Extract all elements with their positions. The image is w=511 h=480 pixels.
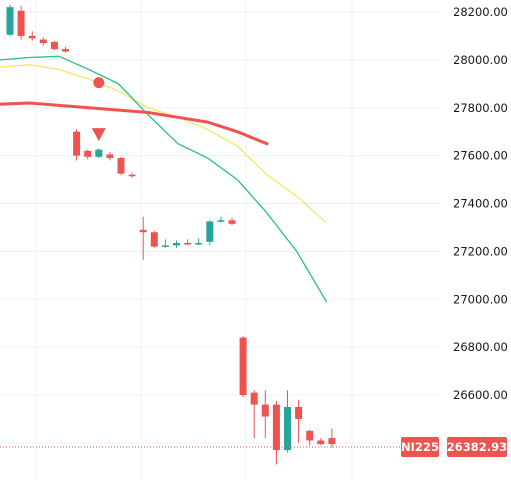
candle-body xyxy=(106,154,114,159)
candle xyxy=(295,399,303,443)
y-tick-label: 28200.00 xyxy=(453,5,508,19)
y-tick-label: 27600.00 xyxy=(453,149,508,163)
grid xyxy=(0,0,440,480)
candle xyxy=(139,216,147,260)
price-badge-bg xyxy=(447,436,507,457)
y-tick-label: 27800.00 xyxy=(453,101,508,115)
candle-body xyxy=(284,406,291,451)
candle-body xyxy=(261,404,269,417)
candle-body xyxy=(117,158,125,174)
candle xyxy=(28,31,36,41)
moving-average-lines xyxy=(0,55,328,303)
candle-body xyxy=(150,232,158,247)
candle-body xyxy=(184,242,192,245)
candle xyxy=(117,156,125,175)
series-line-1 xyxy=(0,55,328,303)
candles xyxy=(6,4,336,465)
candle-body xyxy=(239,337,247,395)
y-tick-label: 27000.00 xyxy=(453,292,508,306)
candle-body xyxy=(206,221,214,242)
candle xyxy=(173,240,180,248)
last-price-label: 26382.93 xyxy=(447,440,507,454)
signal-markers xyxy=(91,77,106,142)
candle xyxy=(73,129,81,161)
candle-body xyxy=(306,430,314,441)
candle-body xyxy=(95,149,103,157)
candle xyxy=(84,149,92,160)
candle xyxy=(50,40,58,51)
candle xyxy=(17,6,25,40)
candle xyxy=(328,428,336,448)
candle xyxy=(306,429,314,446)
candle xyxy=(184,239,192,246)
symbol-badge: NI225 xyxy=(401,436,439,457)
candle xyxy=(206,220,214,246)
candle xyxy=(6,4,14,36)
candle-body xyxy=(295,406,303,419)
candle-body xyxy=(28,35,36,39)
candle xyxy=(228,217,236,226)
candle xyxy=(62,46,69,53)
candle-body xyxy=(73,131,81,156)
candle-body xyxy=(161,245,169,247)
candle-body xyxy=(17,10,25,36)
candle xyxy=(39,37,47,46)
candle-body xyxy=(173,242,180,246)
y-tick-label: 27400.00 xyxy=(453,197,508,211)
candle xyxy=(128,172,136,178)
candle-body xyxy=(39,39,47,44)
candle-body xyxy=(272,404,280,451)
symbol-label: NI225 xyxy=(401,440,439,454)
candle-body xyxy=(250,392,258,405)
y-tick-label: 27200.00 xyxy=(453,244,508,258)
candle xyxy=(284,390,291,453)
candle xyxy=(317,438,325,446)
y-tick-label: 28000.00 xyxy=(453,53,508,67)
candle xyxy=(161,239,169,248)
series-line-0 xyxy=(0,64,328,224)
candle xyxy=(106,152,114,161)
candle xyxy=(95,148,103,159)
candle-body xyxy=(228,220,236,224)
y-tick-label: 26800.00 xyxy=(453,340,508,354)
candle-body xyxy=(195,242,203,245)
candle xyxy=(150,231,158,248)
signal-triangle-marker xyxy=(91,128,106,142)
candle-body xyxy=(84,150,92,157)
symbol-badge-bg xyxy=(401,436,439,457)
candle-body xyxy=(6,7,14,35)
candle xyxy=(217,216,225,223)
candle-body xyxy=(62,49,69,52)
signal-circle-marker xyxy=(93,77,105,89)
candle-body xyxy=(139,229,147,233)
series-line-2 xyxy=(0,101,269,146)
candle-body xyxy=(128,174,136,177)
candle xyxy=(261,390,269,439)
candle-body xyxy=(328,438,336,445)
candle-body xyxy=(50,41,58,50)
candle xyxy=(272,400,280,465)
candle xyxy=(239,336,247,398)
candle xyxy=(195,238,203,246)
candle xyxy=(250,390,258,439)
price-axis[interactable]: 28200.00 28000.00 27800.00 27600.00 27400.00… xyxy=(453,5,508,450)
y-tick-label: 26600.00 xyxy=(453,388,508,402)
price-badge: 26382.93 xyxy=(447,436,507,457)
candle-body xyxy=(317,440,325,445)
candle-body xyxy=(217,220,225,222)
